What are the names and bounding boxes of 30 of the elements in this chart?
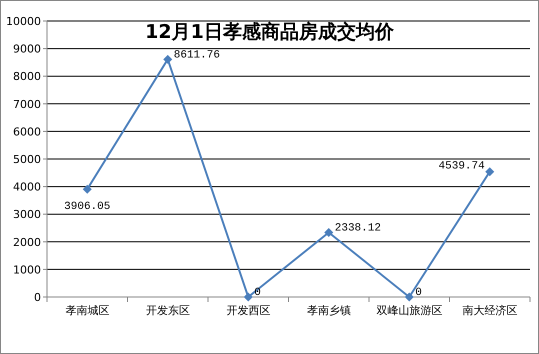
- y-tick-label: 7000: [13, 98, 41, 111]
- data-label: 0: [415, 287, 422, 299]
- point: [82, 184, 92, 194]
- y-tick-label: 4000: [13, 180, 41, 194]
- data-label: 3906.05: [64, 201, 110, 214]
- point: [163, 54, 172, 64]
- y-tick-label: 1000: [13, 263, 41, 276]
- x-tick-label: 南大经济区: [462, 304, 518, 317]
- data-label: 4539.74: [438, 160, 486, 173]
- y-tick-label: 6000: [13, 125, 41, 138]
- x-tick-label: 开发西区: [226, 304, 270, 317]
- data-label: 8611.76: [174, 49, 220, 62]
- point: [244, 292, 253, 302]
- x-tick-label: 开发东区: [146, 304, 190, 317]
- point: [324, 228, 334, 237]
- y-tick-label: 0: [34, 291, 41, 304]
- point: [485, 167, 494, 176]
- data-label: 2338.12: [334, 222, 381, 234]
- y-tick-label: 8000: [13, 70, 41, 84]
- y-tick-label: 10000: [6, 15, 41, 28]
- chart-title: 12月1日孝感商品房成交均价: [145, 21, 395, 43]
- data-label: 0: [254, 287, 261, 299]
- y-tick-label: 9000: [13, 42, 41, 56]
- x-tick-label: 孝南乡镇: [306, 304, 351, 317]
- x-tick-label: 孝南城区: [65, 304, 110, 317]
- point: [404, 292, 414, 302]
- x-tick-label: 双峰山旅游区: [376, 304, 442, 317]
- y-tick-label: 3000: [13, 208, 41, 222]
- y-tick-label: 5000: [13, 153, 41, 166]
- y-tick-label: 2000: [13, 236, 41, 249]
